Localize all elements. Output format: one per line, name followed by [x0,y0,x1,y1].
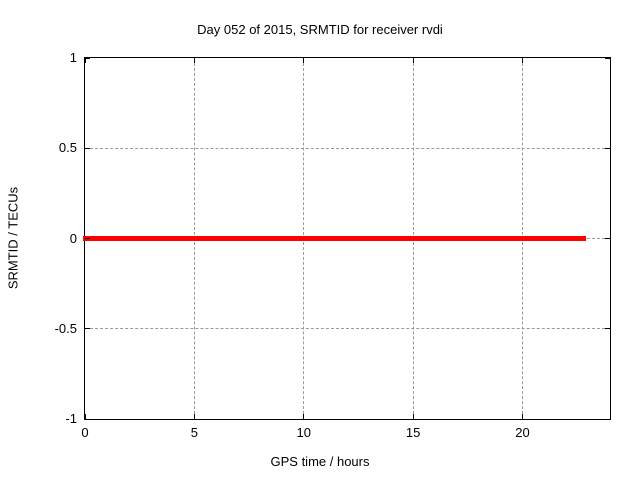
y-tick-mark-left [85,238,90,239]
x-tick-label: 0 [81,425,89,440]
y-tick-mark-left [85,328,90,330]
x-tick-mark-top [193,58,195,63]
chart-title: Day 052 of 2015, SRMTID for receiver rvd… [197,22,443,37]
plot-area [82,57,611,420]
x-tick-mark-top [522,58,523,63]
y-tick-label: -0.5 [54,320,77,336]
y-tick-mark-right [605,418,610,420]
x-tick-mark-bottom [412,414,414,419]
x-axis-label: GPS time / hours [270,454,370,469]
x-tick-label: 15 [405,425,421,440]
y-tick-label: 0.5 [58,140,77,156]
y-tick-mark-right [605,238,610,239]
gridline-horizontal [85,147,610,149]
x-tick-label: 10 [296,425,311,440]
x-tick-label: 20 [515,425,530,440]
x-tick-mark-bottom [303,414,305,419]
y-tick-mark-right [605,328,610,330]
x-tick-mark-top [303,58,305,63]
y-tick-mark-right [605,57,610,59]
y-tick-label: -1 [65,411,77,426]
y-tick-mark-right [605,147,610,149]
y-tick-mark-left [85,57,90,59]
y-tick-mark-left [85,418,90,420]
y-tick-label: 1 [69,50,77,65]
series-line [82,236,587,241]
x-tick-mark-bottom [522,414,523,419]
x-tick-mark-bottom [193,414,195,419]
y-tick-label: 0 [69,230,77,246]
x-tick-mark-top [84,58,86,63]
x-tick-mark-bottom [84,414,86,419]
x-tick-mark-top [412,58,414,63]
y-tick-mark-left [85,147,90,149]
gridline-horizontal [85,328,610,330]
x-tick-label: 5 [190,425,198,440]
